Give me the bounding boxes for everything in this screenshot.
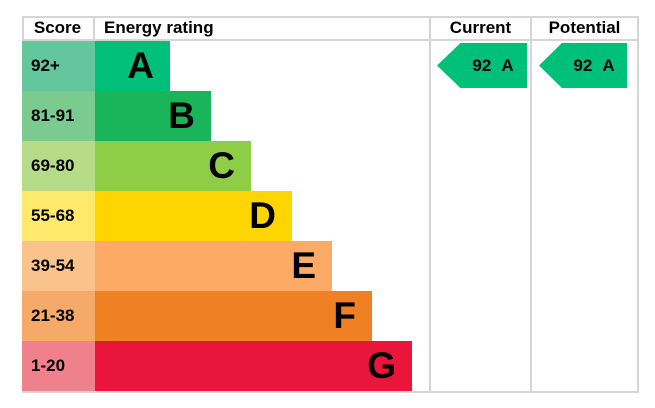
- rating-bar-b: B: [95, 91, 211, 141]
- grid-line-top: [22, 16, 639, 18]
- grid-line-header-bottom: [22, 39, 639, 41]
- rating-bar-c: C: [95, 141, 251, 191]
- rating-letter: A: [127, 45, 154, 86]
- energy-rating-column-header: Energy rating: [104, 18, 214, 37]
- score-cell: 55-68: [22, 191, 95, 241]
- rating-bar-g: G: [95, 341, 412, 391]
- rating-letter: E: [291, 245, 316, 286]
- band-row-g: 1-20 G: [22, 341, 412, 391]
- grid-line-score-divider: [93, 16, 95, 41]
- score-cell: 81-91: [22, 91, 95, 141]
- grid-line-bottom: [22, 391, 639, 393]
- score-range-label: 21-38: [31, 306, 75, 325]
- potential-score-value: 92: [573, 55, 593, 75]
- current-column-header: Current: [449, 18, 512, 37]
- potential-column-header: Potential: [548, 18, 621, 37]
- score-range-label: 1-20: [31, 356, 66, 375]
- rating-letter: C: [208, 145, 235, 186]
- score-cell: 1-20: [22, 341, 95, 391]
- rating-letter: F: [333, 295, 356, 336]
- rating-bar-d: D: [95, 191, 292, 241]
- grid-line-right: [637, 16, 639, 393]
- band-row-b: 81-91 B: [22, 91, 211, 141]
- score-cell: 69-80: [22, 141, 95, 191]
- rating-bar-a: A: [95, 41, 170, 91]
- current-rating-arrow: 92 A: [437, 43, 527, 88]
- grid-line-potential-divider: [530, 16, 532, 393]
- score-range-label: 69-80: [31, 156, 75, 175]
- rating-letter: G: [367, 345, 396, 386]
- grid-line-left: [22, 16, 24, 41]
- score-cell: 21-38: [22, 291, 95, 341]
- band-row-f: 21-38 F: [22, 291, 372, 341]
- score-cell: 39-54: [22, 241, 95, 291]
- grid-line-current-divider: [429, 16, 431, 393]
- rating-bar-e: E: [95, 241, 332, 291]
- score-range-label: 39-54: [31, 256, 75, 275]
- score-range-label: 92+: [31, 56, 60, 75]
- band-row-c: 69-80 C: [22, 141, 251, 191]
- score-cell: 92+: [22, 41, 95, 91]
- score-range-label: 55-68: [31, 206, 75, 225]
- score-range-label: 81-91: [31, 106, 75, 125]
- potential-rating-arrow: 92 A: [539, 43, 627, 88]
- band-row-d: 55-68 D: [22, 191, 292, 241]
- band-row-a: 92+ A: [22, 41, 170, 91]
- potential-band-letter: A: [602, 55, 615, 75]
- score-column-header: Score: [33, 18, 82, 37]
- rating-bar-f: F: [95, 291, 372, 341]
- rating-letter: B: [168, 95, 195, 136]
- band-row-e: 39-54 E: [22, 241, 332, 291]
- current-score-value: 92: [472, 55, 492, 75]
- current-band-letter: A: [501, 55, 514, 75]
- rating-letter: D: [249, 195, 276, 236]
